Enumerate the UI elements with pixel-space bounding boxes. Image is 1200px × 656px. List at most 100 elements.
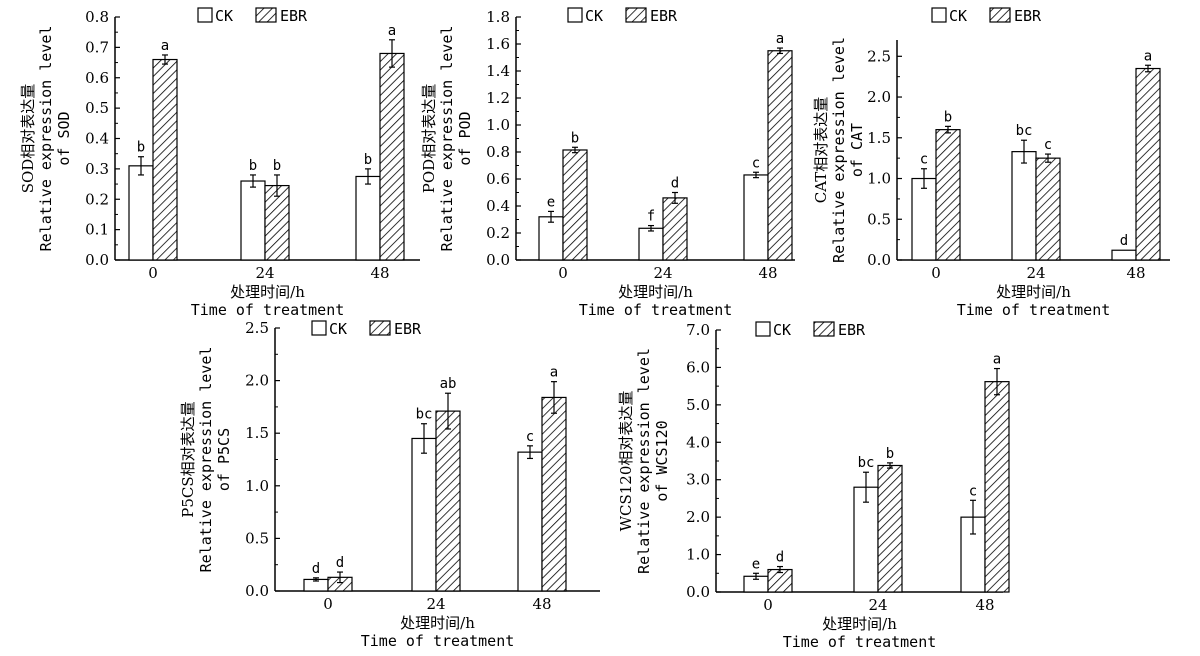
x-tick-label: 48 bbox=[1126, 264, 1145, 282]
legend: CK EBR bbox=[755, 321, 866, 339]
significance-label: c bbox=[752, 155, 760, 171]
legend-label-ebr: EBR bbox=[838, 321, 866, 339]
significance-label: a bbox=[993, 352, 1001, 368]
significance-label: c bbox=[1044, 137, 1052, 153]
legend-label-ebr: EBR bbox=[650, 7, 678, 25]
ck-bar bbox=[538, 216, 564, 261]
y-axis-title-line-3: of SOD bbox=[55, 111, 73, 165]
y-tick-label: 0.4 bbox=[85, 130, 109, 148]
significance-label: b bbox=[571, 130, 579, 146]
x-axis-title-cn: 处理时间/h bbox=[618, 283, 693, 301]
y-tick-label: 1.0 bbox=[867, 170, 891, 188]
legend-swatch-ck bbox=[311, 320, 327, 336]
significance-label: d bbox=[1120, 233, 1128, 249]
x-tick-label: 0 bbox=[931, 264, 941, 282]
y-tick-label: 0.0 bbox=[245, 582, 269, 600]
significance-label: a bbox=[1144, 48, 1152, 64]
x-tick-label: 0 bbox=[558, 264, 568, 282]
y-axis-title-line-2: Relative expression level bbox=[635, 348, 653, 574]
y-tick-label: 6.0 bbox=[686, 358, 710, 376]
legend-label-ck: CK bbox=[773, 321, 791, 339]
x-tick-label: 24 bbox=[1026, 264, 1045, 282]
y-tick-label: 0.4 bbox=[486, 197, 510, 215]
legend-swatch-ebr bbox=[369, 320, 391, 336]
legend-label-ebr: EBR bbox=[394, 320, 422, 338]
y-axis-title-line-3: of P5CS bbox=[215, 428, 233, 491]
y-tick-label: 0.5 bbox=[867, 210, 891, 228]
y-tick-label: 2.5 bbox=[245, 319, 269, 337]
legend-label-ck: CK bbox=[585, 7, 603, 25]
ebr-bar bbox=[662, 197, 688, 261]
legend-label-ck: CK bbox=[329, 320, 347, 338]
y-tick-label: 1.5 bbox=[867, 129, 891, 147]
significance-label: c bbox=[920, 152, 928, 168]
y-tick-label: 2.0 bbox=[867, 88, 891, 106]
legend-swatch-ck bbox=[755, 321, 771, 337]
x-axis-title-cn: 处理时间/h bbox=[230, 283, 305, 301]
y-tick-label: 2.0 bbox=[245, 372, 269, 390]
y-tick-label: 0.0 bbox=[486, 251, 510, 269]
chart-wcs120: 0.0 1.0 2.0 3.0 4.0 5.0 6.0 7.0 0 e d 24 bcb 48 c a 处理时间… bbox=[617, 321, 1010, 651]
ebr-bar bbox=[984, 381, 1010, 593]
y-axis-title-line-1: POD相对表达量 bbox=[420, 84, 438, 193]
y-tick-label: 0.8 bbox=[486, 143, 510, 161]
significance-label: ab bbox=[440, 376, 457, 392]
ck-bar bbox=[355, 175, 381, 261]
legend: CK EBR bbox=[931, 7, 1042, 25]
x-tick-label: 0 bbox=[323, 595, 333, 613]
x-axis-title-cn: 处理时间/h bbox=[400, 614, 475, 632]
ck-bar bbox=[128, 165, 154, 261]
y-tick-label: 5.0 bbox=[686, 396, 710, 414]
legend: CK EBR bbox=[197, 7, 308, 25]
legend-label-ebr: EBR bbox=[1014, 7, 1042, 25]
legend-label-ebr: EBR bbox=[280, 7, 308, 25]
legend-swatch-ck bbox=[931, 7, 947, 23]
y-axis-title-line-1: P5CS相对表达量 bbox=[179, 401, 197, 517]
legend: CK EBR bbox=[567, 7, 678, 25]
ebr-bar bbox=[152, 58, 178, 261]
significance-label: d bbox=[312, 561, 320, 577]
significance-label: b bbox=[886, 446, 894, 462]
ebr-bar bbox=[562, 149, 588, 261]
legend-swatch-ebr bbox=[813, 321, 835, 337]
significance-label: d bbox=[776, 550, 784, 566]
x-tick-label: 48 bbox=[532, 595, 551, 613]
y-tick-label: 0.0 bbox=[686, 583, 710, 601]
x-tick-label: 0 bbox=[148, 264, 158, 282]
y-axis-title-line-3: of POD bbox=[456, 111, 474, 165]
ck-bar bbox=[517, 451, 543, 592]
ebr-bar bbox=[935, 129, 961, 261]
x-axis-title-cn: 处理时间/h bbox=[996, 283, 1071, 301]
significance-label: bc bbox=[1016, 123, 1033, 139]
y-tick-label: 0.1 bbox=[85, 221, 109, 239]
x-tick-label: 48 bbox=[370, 264, 389, 282]
y-axis-title-line-1: CAT相对表达量 bbox=[812, 97, 830, 204]
significance-label: c bbox=[969, 483, 977, 499]
legend: CK EBR bbox=[311, 320, 422, 338]
x-tick-label: 48 bbox=[758, 264, 777, 282]
significance-label: a bbox=[550, 365, 558, 381]
significance-label: c bbox=[526, 429, 534, 445]
y-tick-label: 0.6 bbox=[486, 170, 510, 188]
significance-label: b bbox=[249, 158, 257, 174]
y-tick-label: 2.0 bbox=[686, 508, 710, 526]
y-axis-title-line-2: Relative expression level bbox=[197, 347, 215, 573]
chart-pod: 0.0 0.2 0.4 0.6 0.8 1.0 1.2 1.4 1.6 1.8 0 e b 24 f d 48 c… bbox=[420, 7, 795, 319]
y-tick-label: 1.5 bbox=[245, 424, 269, 442]
x-axis-title-en: Time of treatment bbox=[579, 301, 733, 319]
y-tick-label: 0.6 bbox=[85, 69, 109, 87]
ebr-bar bbox=[877, 464, 903, 593]
x-tick-label: 0 bbox=[763, 596, 773, 614]
y-tick-label: 1.0 bbox=[245, 477, 269, 495]
significance-label: b bbox=[364, 152, 372, 168]
y-axis-title-line-3: of WCS120 bbox=[653, 420, 671, 501]
significance-label: d bbox=[336, 555, 344, 571]
chart-cat: 0.00.51.01.52.02.50cb24bcc48da处理时间/hTime… bbox=[812, 7, 1170, 319]
y-axis-title-line-1: SOD相对表达量 bbox=[19, 84, 37, 194]
significance-label: bc bbox=[858, 455, 875, 471]
legend-label-ck: CK bbox=[215, 7, 233, 25]
y-axis-title-line-2: Relative expression level bbox=[438, 26, 456, 252]
significance-label: e bbox=[752, 556, 760, 572]
legend-label-ck: CK bbox=[949, 7, 967, 25]
